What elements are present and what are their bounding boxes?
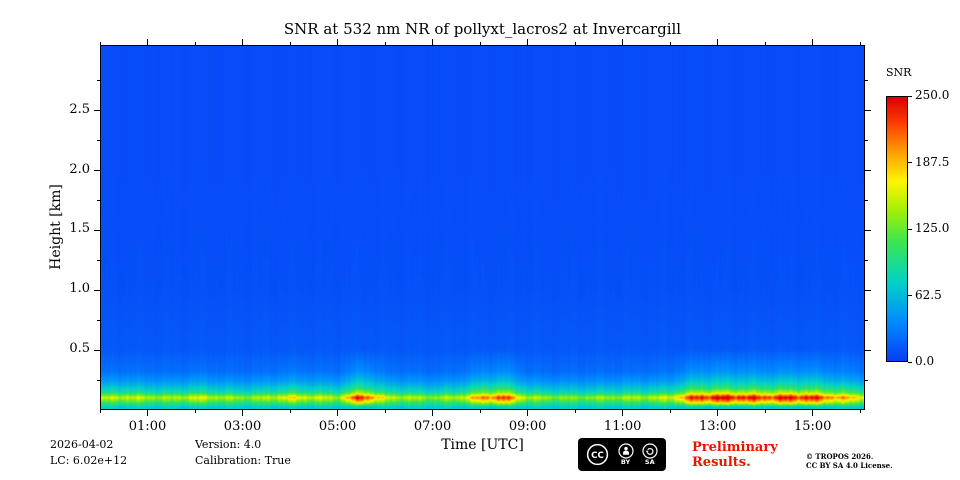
y-tick-major-right <box>865 349 871 351</box>
by-label: BY <box>620 458 631 466</box>
x-tick-major <box>717 410 719 416</box>
x-tick-minor <box>194 410 196 413</box>
copyright-line-1: © TROPOS 2026. <box>806 452 874 461</box>
y-tick-label: 2.0 <box>69 161 90 177</box>
y-tick-minor-right <box>865 140 868 142</box>
x-tick-label: 11:00 <box>603 419 642 434</box>
x-tick-label: 05:00 <box>318 419 357 434</box>
colorbar-tick <box>908 361 912 363</box>
colorbar-tick-label: 187.5 <box>915 154 950 169</box>
x-tick-label: 01:00 <box>128 419 167 434</box>
x-tick-label: 13:00 <box>698 419 737 434</box>
x-tick-minor <box>574 410 576 413</box>
cc-by-sa-badge: CC BY SA <box>578 438 666 471</box>
x-tick-major <box>622 410 624 416</box>
y-tick-minor-right <box>865 80 868 82</box>
sa-label: SA <box>644 458 655 466</box>
x-tick-label: 09:00 <box>508 419 547 434</box>
colorbar-tick <box>908 295 912 296</box>
x-tick-major <box>242 410 244 416</box>
meta-block-version: Version: 4.0 Calibration: True <box>195 437 291 469</box>
meta-date: 2026-04-02 <box>50 438 114 451</box>
colorbar-tick-label: 62.5 <box>915 287 942 302</box>
y-tick-major-right <box>865 229 871 231</box>
chart-title: SNR at 532 nm NR of pollyxt_lacros2 at I… <box>283 20 682 38</box>
x-axis-label: Time [UTC] <box>441 437 524 453</box>
y-tick-minor-right <box>865 259 868 261</box>
x-tick-major <box>337 410 339 416</box>
y-tick-label: 1.0 <box>69 281 90 297</box>
copyright-note: © TROPOS 2026. CC BY SA 4.0 License. <box>806 452 893 470</box>
x-tick-minor <box>479 410 481 413</box>
preliminary-note: Preliminary Results. <box>692 440 778 470</box>
colorbar-label: SNR <box>886 66 912 79</box>
cc-icon: CC <box>586 443 609 466</box>
colorbar-tick-label: 250.0 <box>915 88 950 102</box>
x-tick-major <box>527 410 529 416</box>
colorbar-tick <box>908 228 912 230</box>
colorbar-canvas <box>886 96 908 362</box>
sa-column: SA <box>642 443 658 466</box>
preliminary-line-2: Results. <box>692 455 751 470</box>
y-tick-major-right <box>865 289 871 291</box>
y-tick-label: 2.5 <box>69 101 90 117</box>
x-tick-label: 15:00 <box>793 419 832 434</box>
meta-block-left: 2026-04-02 LC: 6.02e+12 <box>50 437 127 469</box>
x-tick-minor <box>669 410 671 413</box>
x-tick-major <box>147 410 148 416</box>
x-tick-minor <box>384 410 386 413</box>
x-tick-minor <box>859 410 861 413</box>
x-tick-minor <box>99 410 101 413</box>
x-tick-minor <box>764 410 766 413</box>
preliminary-line-1: Preliminary <box>692 440 778 455</box>
y-tick-major-right <box>865 110 871 112</box>
x-tick-minor <box>289 410 291 413</box>
meta-lidar-constant: LC: 6.02e+12 <box>50 454 128 467</box>
y-tick-major-right <box>865 170 871 172</box>
colorbar-tick-label: 0.0 <box>915 354 935 368</box>
colorbar-tick <box>908 95 912 97</box>
by-person-icon <box>617 443 634 459</box>
x-tick-label: 03:00 <box>223 419 262 434</box>
cc-icon-text: CC <box>591 451 604 461</box>
y-tick-minor-right <box>865 319 868 321</box>
y-axis-label: Height [km] <box>48 184 64 270</box>
heatmap-canvas <box>100 45 865 410</box>
by-column: BY <box>617 443 634 466</box>
x-tick-label: 07:00 <box>413 419 452 434</box>
meta-calibration: Calibration: True <box>195 454 291 467</box>
colorbar-tick <box>908 162 912 163</box>
x-tick-major <box>432 410 434 416</box>
copyright-line-2: CC BY SA 4.0 License. <box>806 461 893 470</box>
sa-arrow-icon <box>642 443 658 459</box>
x-tick-major <box>812 410 814 416</box>
y-tick-minor-right <box>865 379 868 381</box>
y-tick-label: 0.5 <box>69 341 90 357</box>
y-tick-minor-right <box>865 200 868 202</box>
colorbar-tick-label: 125.0 <box>915 221 950 235</box>
meta-version: Version: 4.0 <box>195 438 262 451</box>
